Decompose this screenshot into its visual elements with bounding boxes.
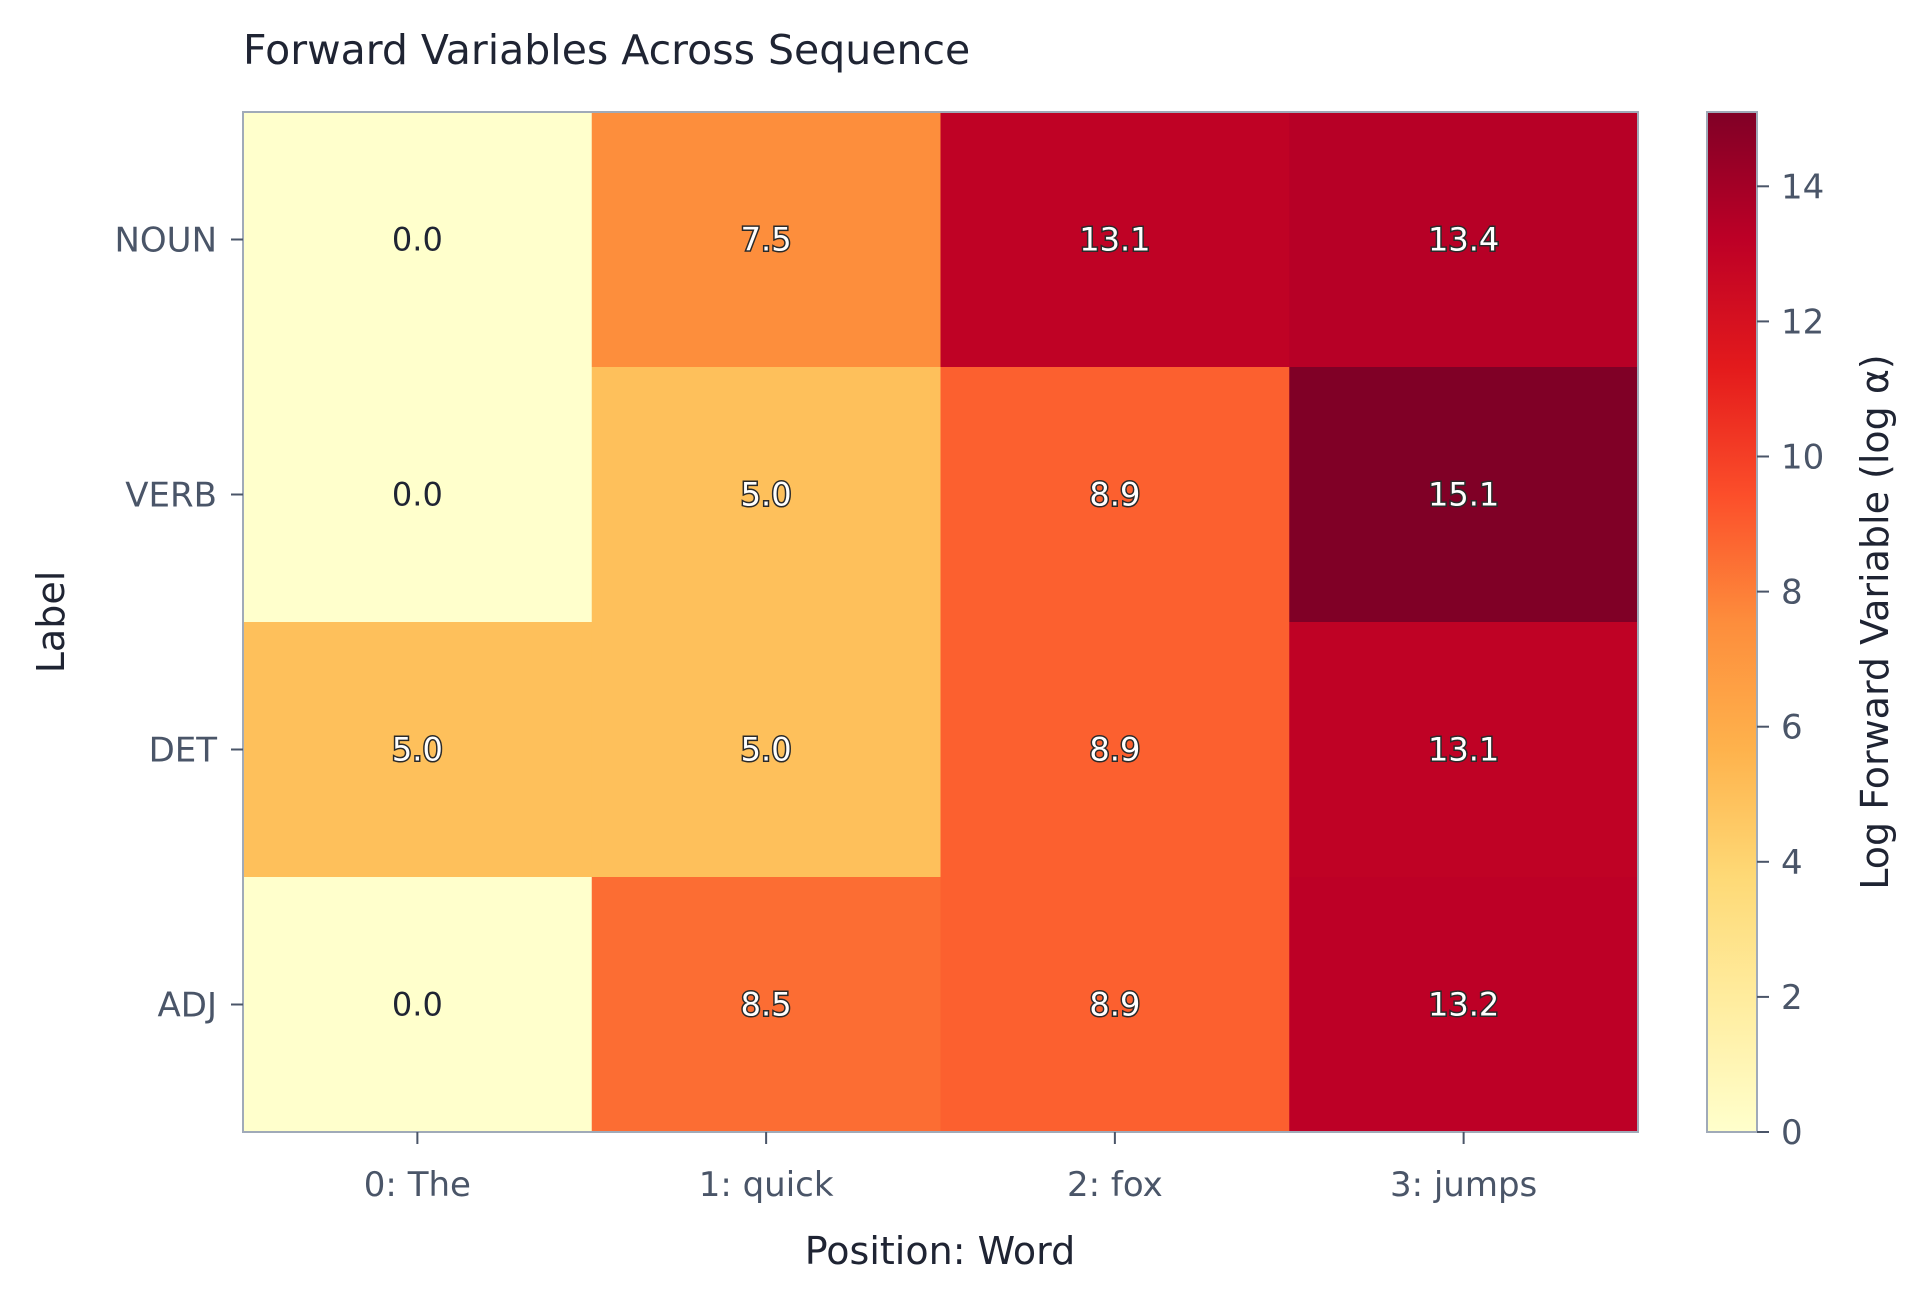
heatmap-cell <box>591 622 941 878</box>
heatmap-cell <box>591 112 941 368</box>
cell-value-label: 15.1 <box>1428 476 1499 514</box>
heatmap-cell <box>243 367 593 623</box>
heatmap-cell <box>591 877 941 1133</box>
colorbar-ticks: 0 2 4 6 8 10 12 14 <box>1757 167 1824 1153</box>
heatmap-cell <box>1289 622 1639 878</box>
heatmap-cell <box>940 367 1290 623</box>
cell-value-label: 8.9 <box>1089 986 1140 1024</box>
y-tick-label: ADJ <box>158 986 217 1026</box>
cell-value-label: 13.1 <box>1428 731 1499 769</box>
x-axis-ticks: 0: The 1: quick 2: fox 3: jumps <box>364 1132 1537 1205</box>
cell-value-label: 5.0 <box>392 731 443 769</box>
colorbar-label: Log Forward Variable (log α) <box>1853 354 1897 890</box>
colorbar-tick-label: 0 <box>1781 1113 1803 1153</box>
cell-value-label: 0.0 <box>392 986 443 1024</box>
colorbar-tick-label: 6 <box>1781 708 1803 748</box>
colorbar-tick-label: 14 <box>1781 167 1824 207</box>
heatmap-cell <box>1289 877 1639 1133</box>
x-tick-label: 0: The <box>364 1165 471 1205</box>
cell-value-label: 8.5 <box>741 986 792 1024</box>
heatmap-cell <box>940 877 1290 1133</box>
cell-value-label: 7.5 <box>741 221 792 259</box>
x-tick-label: 2: fox <box>1067 1165 1163 1205</box>
heatmap-cell <box>940 112 1290 368</box>
colorbar-tick-label: 4 <box>1781 843 1803 883</box>
heatmap-cell <box>243 112 593 368</box>
heatmap-cells <box>243 112 1639 1133</box>
y-tick-label: NOUN <box>114 221 217 261</box>
heatmap-cell <box>591 367 941 623</box>
colorbar: 0 2 4 6 8 10 12 14 Log Forward Variable (log α) <box>1706 111 1897 1153</box>
colorbar-tick-label: 8 <box>1781 573 1803 613</box>
colorbar-tick-label: 2 <box>1781 978 1803 1018</box>
colorbar-tick-label: 12 <box>1781 302 1824 342</box>
x-tick-label: 1: quick <box>699 1165 834 1205</box>
heatmap-cell <box>1289 112 1639 368</box>
x-axis-label: Position: Word <box>805 1229 1076 1273</box>
colorbar-gradient <box>1707 112 1757 1132</box>
y-tick-label: DET <box>149 731 218 771</box>
chart-title: Forward Variables Across Sequence <box>243 26 970 74</box>
colorbar-frame <box>1706 111 1758 1133</box>
heatmap-cell <box>1289 367 1639 623</box>
x-tick-label: 3: jumps <box>1390 1165 1537 1205</box>
cell-value-label: 13.4 <box>1428 221 1499 259</box>
cell-value-labels: 0.0 7.5 13.1 13.4 0.0 5.0 8.9 15.1 5.0 5.0 8.9 13.1… <box>390 219 1500 1025</box>
y-axis-ticks: NOUN VERB DET ADJ <box>114 221 243 1026</box>
y-tick-label: VERB <box>125 476 217 516</box>
plot-frame <box>242 111 1639 1133</box>
cell-value-label: 13.2 <box>1428 986 1499 1024</box>
y-axis-label: Label <box>29 571 73 674</box>
cell-value-label: 8.9 <box>1089 731 1140 769</box>
heatmap-cell <box>243 622 593 878</box>
cell-value-label: 13.1 <box>1079 221 1150 259</box>
heatmap-cell <box>243 877 593 1133</box>
cell-value-label: 8.9 <box>1089 476 1140 514</box>
cell-value-label: 0.0 <box>392 221 443 259</box>
cell-value-label: 0.0 <box>392 476 443 514</box>
cell-value-label: 5.0 <box>741 731 792 769</box>
heatmap-cell <box>940 622 1290 878</box>
colorbar-tick-label: 10 <box>1781 438 1824 478</box>
cell-value-label: 5.0 <box>741 476 792 514</box>
